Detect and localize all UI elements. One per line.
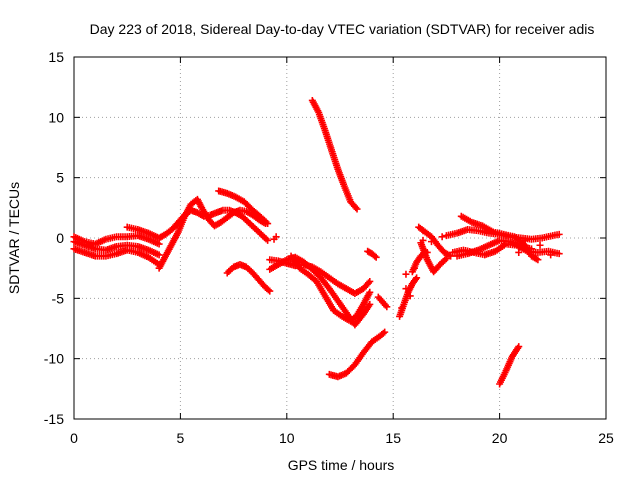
data-point (366, 277, 374, 285)
series-track-l (308, 96, 361, 213)
data-point (352, 204, 360, 212)
x-tick-label: 20 (492, 430, 508, 446)
data-point (264, 286, 272, 294)
data-point (412, 275, 420, 283)
data-point (555, 230, 563, 238)
y-axis-label: SDTVAR / TECUs (6, 182, 22, 294)
data-point (528, 245, 536, 253)
data-point (272, 233, 280, 241)
series-track-r (415, 223, 455, 260)
series-track-n (364, 247, 380, 261)
data-point (266, 287, 274, 295)
data-point (555, 250, 563, 258)
data-point (419, 227, 427, 235)
data-point (402, 285, 410, 293)
data-point (383, 303, 391, 311)
x-tick-label: 25 (598, 430, 614, 446)
data-point (406, 292, 414, 300)
data-point (155, 251, 163, 259)
data-point (402, 270, 410, 278)
data-point (521, 236, 529, 244)
y-tick-label: -15 (44, 411, 64, 427)
data-point (547, 251, 555, 259)
data-point (155, 240, 163, 248)
y-tick-label: 5 (56, 170, 64, 186)
y-tick-label: -5 (52, 290, 65, 306)
series-track-x (496, 343, 523, 388)
data-point (372, 253, 380, 261)
y-tick-label: 15 (48, 49, 64, 65)
data-point (438, 233, 446, 241)
data-point (413, 274, 421, 282)
series-track-h (223, 261, 274, 295)
x-axis-ticks: 0 5 10 15 20 25 (70, 57, 614, 446)
data-point (536, 241, 544, 249)
series-track-f (155, 206, 272, 244)
data-point (366, 288, 374, 296)
series-track-q (417, 239, 450, 276)
x-tick-label: 0 (70, 430, 78, 446)
x-tick-label: 10 (279, 430, 295, 446)
data-point (515, 343, 523, 351)
y-tick-label: -10 (44, 351, 64, 367)
data-point (264, 236, 272, 244)
series-track-m (325, 328, 389, 381)
x-tick-label: 15 (385, 430, 401, 446)
y-axis-ticks: 15 10 5 0 -5 -10 -15 (44, 49, 606, 427)
series-track-g (215, 187, 272, 228)
data-point (410, 264, 418, 272)
data-point (379, 329, 387, 337)
data-point (264, 220, 272, 228)
data-point (447, 252, 455, 260)
series-track-j (266, 253, 374, 329)
x-tick-label: 5 (177, 430, 185, 446)
data-point (419, 236, 427, 244)
data-point (365, 279, 373, 287)
data-point (534, 256, 542, 264)
chart-title: Day 223 of 2018, Sidereal Day-to-day VTE… (90, 21, 595, 37)
series-track-c (70, 238, 163, 259)
data-point (366, 300, 374, 308)
y-tick-label: 0 (56, 230, 64, 246)
data-point (423, 248, 431, 256)
series-track-b (70, 232, 163, 248)
series-track-v (453, 236, 536, 260)
data-point (398, 304, 406, 312)
data-point (515, 248, 523, 256)
series-track-o (374, 293, 391, 311)
data-marks (70, 96, 563, 388)
series-track-k (287, 252, 374, 325)
scattered-points (270, 227, 555, 312)
data-point (428, 238, 436, 246)
x-axis-label: GPS time / hours (288, 457, 395, 473)
series-track-p (396, 274, 421, 320)
data-point (353, 205, 361, 213)
y-tick-label: 10 (48, 109, 64, 125)
data-point (381, 328, 389, 336)
data-point (371, 252, 379, 260)
